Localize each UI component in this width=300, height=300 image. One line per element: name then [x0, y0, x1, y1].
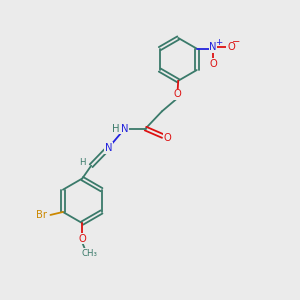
Text: H: H	[112, 124, 120, 134]
Text: O: O	[164, 134, 171, 143]
Text: O: O	[78, 234, 86, 244]
Text: H: H	[80, 158, 86, 167]
Text: O: O	[209, 58, 217, 68]
Text: −: −	[232, 37, 241, 47]
Text: N: N	[105, 143, 112, 153]
Text: CH₃: CH₃	[82, 249, 98, 258]
Text: Br: Br	[36, 210, 47, 220]
Text: O: O	[227, 43, 235, 52]
Text: O: O	[174, 89, 182, 99]
Text: N: N	[121, 124, 128, 134]
Text: N: N	[209, 43, 217, 52]
Text: +: +	[215, 38, 223, 46]
